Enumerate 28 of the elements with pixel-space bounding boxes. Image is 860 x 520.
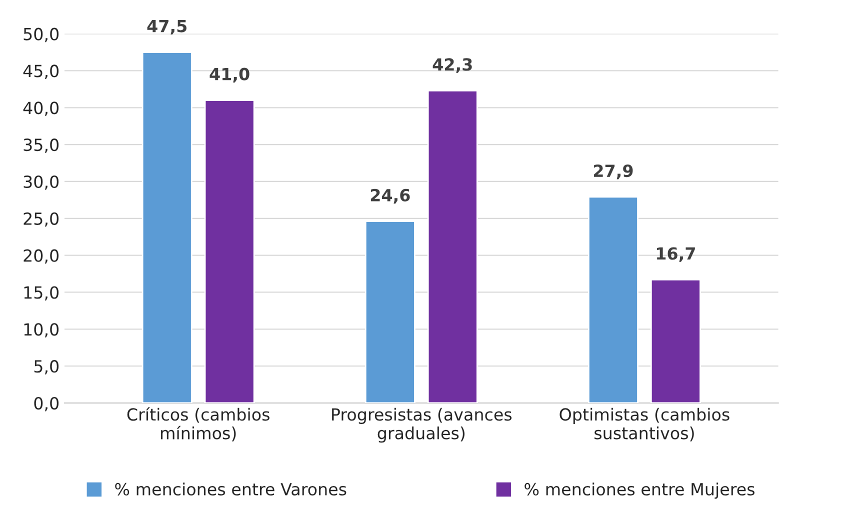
data-label: 24,6 (370, 188, 410, 204)
data-label: 41,0 (210, 68, 250, 82)
data-label: 42,3 (432, 58, 472, 73)
bar (427, 90, 478, 403)
legend-label: % menciones entre Varones (115, 482, 346, 496)
bar (588, 196, 638, 403)
y-tick-label: 0,0 (34, 396, 59, 412)
y-tick-label: 10,0 (24, 323, 59, 338)
data-label: 16,7 (657, 247, 695, 262)
bar (650, 278, 701, 403)
y-tick-label: 30,0 (24, 175, 59, 190)
y-tick-label: 20,0 (24, 249, 59, 264)
data-label: 47,5 (147, 20, 187, 34)
bar (204, 100, 255, 403)
bar (142, 52, 192, 403)
bar (364, 220, 416, 403)
y-tick-label: 25,0 (24, 212, 59, 227)
legend-label: % menciones entre Mujeres (524, 482, 754, 499)
y-tick-label: 45,0 (23, 64, 59, 79)
x-tick-label: Críticos (cambios mínimos) (127, 407, 270, 442)
x-tick-label: Progresistas (avances graduales) (332, 408, 512, 443)
y-tick-label: 5,0 (34, 360, 59, 374)
y-tick-label: 50,0 (24, 28, 59, 42)
y-tick-label: 40,0 (23, 102, 59, 116)
y-tick-label: 35,0 (24, 138, 59, 153)
data-label: 27,9 (594, 164, 633, 180)
x-tick-label: Optimistas (cambios sustantivos) (560, 408, 730, 442)
y-tick-label: 15,0 (24, 286, 59, 301)
